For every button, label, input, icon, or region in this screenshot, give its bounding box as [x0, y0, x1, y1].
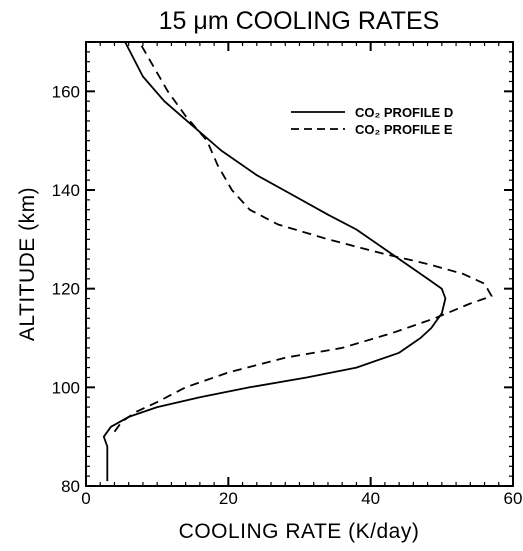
x-tick-label-20: 20	[219, 489, 238, 508]
x-tick-label-40: 40	[361, 489, 380, 508]
chart-title: 15 μm COOLING RATES	[159, 7, 440, 35]
x-tick-label-60: 60	[504, 489, 523, 508]
y-tick-label-160: 160	[52, 82, 80, 101]
x-axis-label: COOLING RATE (K/day)	[179, 520, 420, 543]
y-tick-label-120: 120	[52, 280, 80, 299]
y-tick-label-100: 100	[52, 378, 80, 397]
tick-marks: 0 20 40 60 80 100 120 140 160	[52, 41, 523, 508]
legend-label-e: CO₂ PROFILE E	[355, 122, 453, 137]
series-lines	[102, 42, 493, 482]
legend: CO₂ PROFILE D CO₂ PROFILE E	[291, 105, 453, 137]
y-axis-label: ALTITUDE (km)	[16, 187, 39, 341]
y-tick-label-80: 80	[61, 477, 80, 496]
y-tick-label-140: 140	[52, 181, 80, 200]
legend-label-d: CO₂ PROFILE D	[355, 105, 453, 120]
series-line-profile-e	[113, 42, 493, 433]
x-tick-label-0: 0	[81, 489, 90, 508]
series-line-profile-d	[102, 42, 447, 482]
